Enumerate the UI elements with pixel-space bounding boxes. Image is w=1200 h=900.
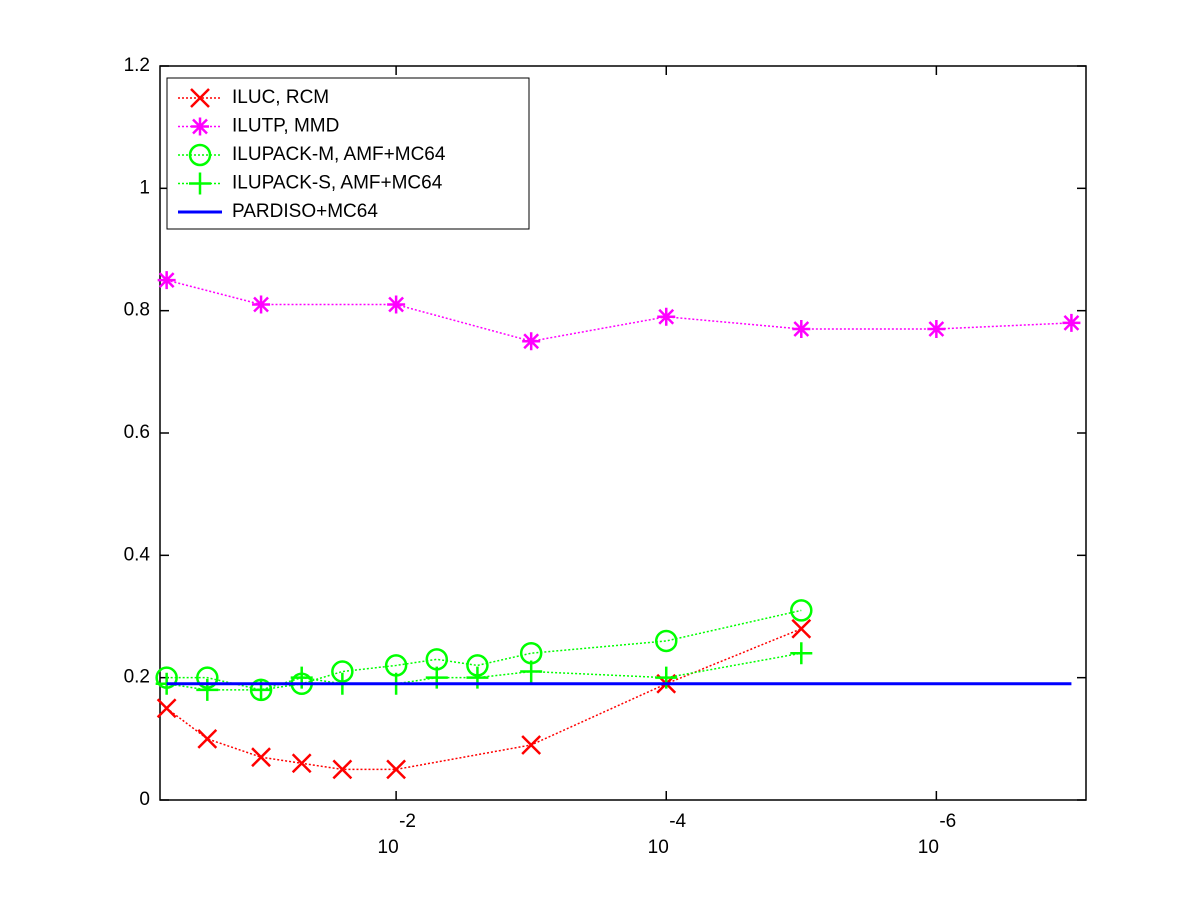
data-point [386,759,406,780]
data-point [252,295,271,314]
data-point [332,759,353,780]
legend-marker [189,172,211,195]
data-point [520,660,543,683]
legend-label: PARDISO+MC64 [232,201,378,222]
x-tick-label: 10 [378,837,399,858]
legend: ILUC, RCM ILUTP, MMD ILUPACK-M, AMF+MC64 IL… [166,77,530,230]
legend-label: ILUC, RCM [232,87,329,108]
y-tick-label: 0.8 [124,300,150,321]
legend-box [166,77,530,230]
y-tick-label: 1.2 [124,55,150,76]
y-tick-label: 0.2 [124,667,150,688]
data-point [790,642,813,665]
data-point [197,728,218,749]
legend-marker [190,88,210,108]
legend-label: ILUTP, MMD [232,116,339,137]
data-point [790,599,813,622]
x-tick-exponent: -4 [669,811,686,832]
x-tick-label: 10 [918,837,939,858]
legend-marker [191,117,209,136]
legend-label: ILUPACK-S, AMF+MC64 [232,173,443,194]
data-point [792,320,811,339]
series-line [166,279,1072,343]
data-point [927,320,946,339]
data-point [157,271,176,290]
y-tick-label: 0 [139,789,150,810]
data-point [654,629,678,653]
data-point [251,747,271,768]
x-tick-label: 10 [648,837,669,858]
y-tick-label: 0.4 [124,544,151,565]
y-tick-label: 1 [139,177,150,198]
legend-label: ILUPACK-M, AMF+MC64 [232,144,446,165]
series-line [166,609,802,691]
x-tick-exponent: -2 [399,811,416,832]
data-point [521,735,542,755]
legend-marker [188,143,212,167]
data-point [657,307,676,326]
data-point [291,753,312,774]
data-point [522,332,541,351]
y-tick-label: 0.6 [124,422,150,443]
data-point [791,618,812,639]
data-point [156,698,177,719]
x-tick-exponent: -6 [939,811,956,832]
data-point [387,295,406,314]
data-point [1062,313,1081,332]
